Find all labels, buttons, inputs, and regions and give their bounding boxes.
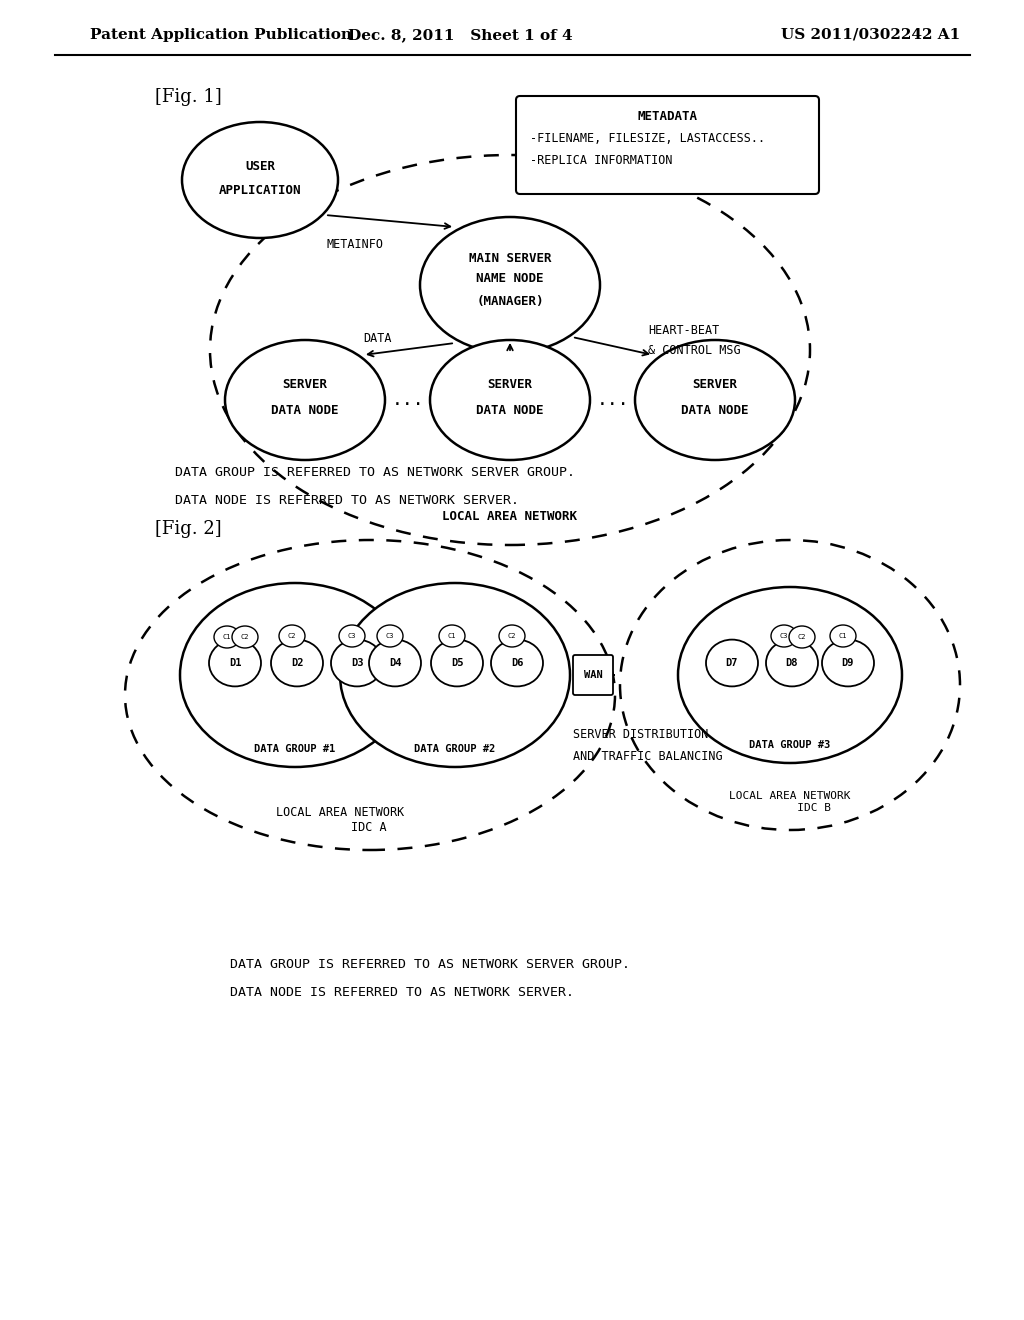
Text: LOCAL AREA NETWORK
       IDC B: LOCAL AREA NETWORK IDC B xyxy=(729,791,851,813)
Ellipse shape xyxy=(209,640,261,686)
Text: US 2011/0302242 A1: US 2011/0302242 A1 xyxy=(780,28,961,42)
Text: (MANAGER): (MANAGER) xyxy=(476,296,544,309)
Text: C1: C1 xyxy=(839,634,847,639)
Ellipse shape xyxy=(431,640,483,686)
Ellipse shape xyxy=(271,640,323,686)
Ellipse shape xyxy=(182,121,338,238)
Ellipse shape xyxy=(125,540,615,850)
Text: C3: C3 xyxy=(779,634,788,639)
Text: C2: C2 xyxy=(508,634,516,639)
Ellipse shape xyxy=(430,341,590,459)
Text: LOCAL AREA NETWORK
        IDC A: LOCAL AREA NETWORK IDC A xyxy=(275,807,404,834)
Text: SERVER: SERVER xyxy=(692,379,737,392)
Ellipse shape xyxy=(439,624,465,647)
Ellipse shape xyxy=(706,640,758,686)
Text: D3: D3 xyxy=(351,657,364,668)
Text: Patent Application Publication: Patent Application Publication xyxy=(90,28,352,42)
Text: D6: D6 xyxy=(511,657,523,668)
Ellipse shape xyxy=(214,626,240,648)
Text: DATA NODE IS REFERRED TO AS NETWORK SERVER.: DATA NODE IS REFERRED TO AS NETWORK SERV… xyxy=(175,494,519,507)
Ellipse shape xyxy=(369,640,421,686)
Text: C1: C1 xyxy=(447,634,457,639)
Text: C1: C1 xyxy=(223,634,231,640)
Text: D9: D9 xyxy=(842,657,854,668)
Ellipse shape xyxy=(790,626,815,648)
Text: METADATA: METADATA xyxy=(638,110,697,123)
Text: DATA GROUP #1: DATA GROUP #1 xyxy=(254,744,336,754)
Text: LOCAL AREA NETWORK: LOCAL AREA NETWORK xyxy=(442,511,578,524)
Ellipse shape xyxy=(420,216,600,352)
Text: USER: USER xyxy=(245,160,275,173)
Text: C2: C2 xyxy=(798,634,806,640)
Ellipse shape xyxy=(232,626,258,648)
Text: DATA GROUP #3: DATA GROUP #3 xyxy=(750,741,830,750)
Text: D2: D2 xyxy=(291,657,303,668)
Text: C2: C2 xyxy=(288,634,296,639)
Text: ...: ... xyxy=(597,391,630,409)
Text: D7: D7 xyxy=(726,657,738,668)
Ellipse shape xyxy=(490,640,543,686)
Text: DATA: DATA xyxy=(364,331,392,345)
Text: APPLICATION: APPLICATION xyxy=(219,183,301,197)
Ellipse shape xyxy=(499,624,525,647)
Text: C3: C3 xyxy=(348,634,356,639)
Text: HEART-BEAT: HEART-BEAT xyxy=(648,323,719,337)
Text: & CONTROL MSG: & CONTROL MSG xyxy=(648,343,740,356)
Ellipse shape xyxy=(678,587,902,763)
Text: Dec. 8, 2011   Sheet 1 of 4: Dec. 8, 2011 Sheet 1 of 4 xyxy=(348,28,572,42)
FancyBboxPatch shape xyxy=(516,96,819,194)
Text: D4: D4 xyxy=(389,657,401,668)
Text: DATA GROUP IS REFERRED TO AS NETWORK SERVER GROUP.: DATA GROUP IS REFERRED TO AS NETWORK SER… xyxy=(230,958,630,972)
Ellipse shape xyxy=(377,624,403,647)
Ellipse shape xyxy=(225,341,385,459)
Text: D1: D1 xyxy=(228,657,242,668)
Text: C2: C2 xyxy=(241,634,249,640)
Text: ...: ... xyxy=(392,391,424,409)
Text: DATA NODE: DATA NODE xyxy=(476,404,544,417)
Ellipse shape xyxy=(822,640,874,686)
Text: DATA GROUP IS REFERRED TO AS NETWORK SERVER GROUP.: DATA GROUP IS REFERRED TO AS NETWORK SER… xyxy=(175,466,575,479)
Text: SERVER: SERVER xyxy=(283,379,328,392)
Text: SERVER DISTRIBUTION: SERVER DISTRIBUTION xyxy=(573,729,709,742)
Text: DATA NODE: DATA NODE xyxy=(681,404,749,417)
Ellipse shape xyxy=(620,540,961,830)
Ellipse shape xyxy=(279,624,305,647)
Text: SERVER: SERVER xyxy=(487,379,532,392)
FancyBboxPatch shape xyxy=(573,655,613,696)
Ellipse shape xyxy=(635,341,795,459)
Ellipse shape xyxy=(180,583,410,767)
Text: WAN: WAN xyxy=(584,671,602,680)
Text: DATA GROUP #2: DATA GROUP #2 xyxy=(415,744,496,754)
Text: -REPLICA INFORMATION: -REPLICA INFORMATION xyxy=(530,153,673,166)
Text: AND TRAFFIC BALANCING: AND TRAFFIC BALANCING xyxy=(573,751,723,763)
Text: MAIN SERVER: MAIN SERVER xyxy=(469,252,551,265)
Text: DATA NODE: DATA NODE xyxy=(271,404,339,417)
Ellipse shape xyxy=(331,640,383,686)
Text: -FILENAME, FILESIZE, LASTACCESS..: -FILENAME, FILESIZE, LASTACCESS.. xyxy=(530,132,765,144)
Text: DATA NODE IS REFERRED TO AS NETWORK SERVER.: DATA NODE IS REFERRED TO AS NETWORK SERV… xyxy=(230,986,574,999)
Ellipse shape xyxy=(210,154,810,545)
Ellipse shape xyxy=(766,640,818,686)
Text: D5: D5 xyxy=(451,657,463,668)
Text: NAME NODE: NAME NODE xyxy=(476,272,544,285)
Text: [Fig. 1]: [Fig. 1] xyxy=(155,88,222,106)
Text: D8: D8 xyxy=(785,657,799,668)
Ellipse shape xyxy=(339,624,365,647)
Ellipse shape xyxy=(830,624,856,647)
Text: METAINFO: METAINFO xyxy=(327,239,384,252)
Ellipse shape xyxy=(771,624,797,647)
Text: C3: C3 xyxy=(386,634,394,639)
Text: [Fig. 2]: [Fig. 2] xyxy=(155,520,221,539)
Ellipse shape xyxy=(340,583,570,767)
